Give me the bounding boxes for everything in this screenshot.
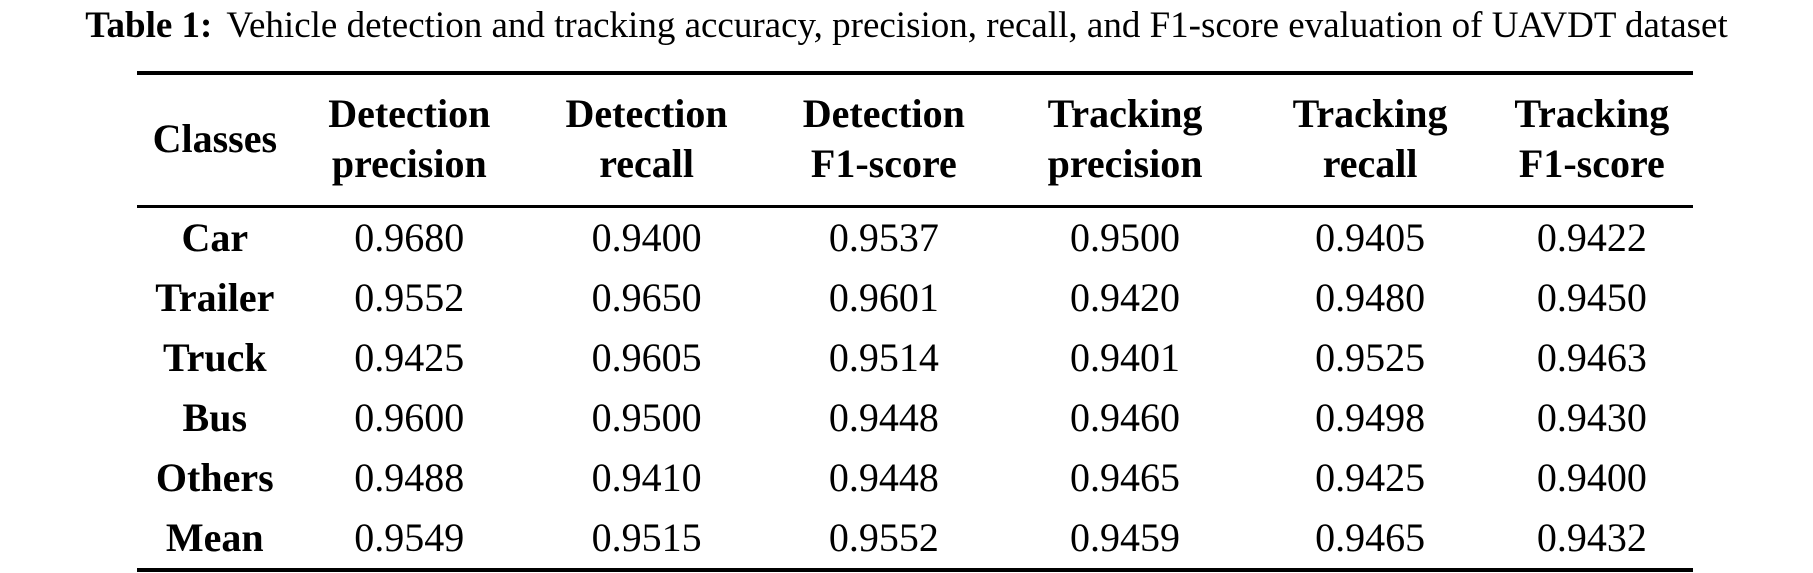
- data-cell: 0.9460: [1070, 395, 1181, 440]
- column-header-classes: Classes: [137, 75, 293, 208]
- data-cell: 0.9514: [828, 335, 939, 380]
- data-cell: 0.9525: [1315, 335, 1426, 380]
- table-body: Car 0.9680 0.9400 0.9537 0.9500 0.9405 0…: [137, 207, 1693, 569]
- table-row-car: Car 0.9680 0.9400 0.9537 0.9500 0.9405 0…: [137, 207, 1693, 269]
- column-header-detection-recall: Detection recall: [525, 75, 768, 208]
- header-line: F1-score: [810, 141, 957, 186]
- header-line: recall: [599, 141, 694, 186]
- data-cell: 0.9400: [591, 215, 702, 260]
- data-cell: 0.9465: [1070, 455, 1181, 500]
- data-cell: 0.9515: [591, 515, 702, 560]
- uavdt-results-table: Classes Detection precision Detection re…: [137, 75, 1693, 568]
- results-table-frame: Classes Detection precision Detection re…: [137, 71, 1693, 572]
- header-line: F1-score: [1518, 141, 1665, 186]
- caption-text: Vehicle detection and tracking accuracy,…: [226, 5, 1728, 46]
- data-cell: 0.9465: [1315, 515, 1426, 560]
- data-cell: 0.9448: [828, 455, 939, 500]
- data-cell: 0.9430: [1536, 395, 1647, 440]
- row-label: Others: [155, 455, 274, 500]
- data-cell: 0.9463: [1536, 335, 1647, 380]
- table-row-others: Others 0.9488 0.9410 0.9448 0.9465 0.942…: [137, 448, 1693, 508]
- row-label: Trailer: [155, 275, 275, 320]
- row-label: Mean: [165, 515, 264, 560]
- table-row-mean: Mean 0.9549 0.9515 0.9552 0.9459 0.9465 …: [137, 508, 1693, 568]
- data-cell: 0.9552: [828, 515, 939, 560]
- header-line: Detection: [802, 91, 965, 136]
- column-header-detection-precision: Detection precision: [292, 75, 526, 208]
- header-line: Tracking: [1514, 91, 1670, 136]
- data-cell: 0.9537: [828, 215, 939, 260]
- table-caption: Table 1: Vehicle detection and tracking a…: [0, 2, 1813, 50]
- header-line: precision: [331, 141, 487, 186]
- caption-label: Table 1:: [85, 5, 213, 46]
- data-cell: 0.9459: [1070, 515, 1181, 560]
- header-line: Detection: [565, 91, 728, 136]
- data-cell: 0.9480: [1315, 275, 1426, 320]
- header-line: Classes: [152, 116, 278, 161]
- table-row-bus: Bus 0.9600 0.9500 0.9448 0.9460 0.9498 0…: [137, 388, 1693, 448]
- header-line: recall: [1322, 141, 1418, 186]
- data-cell: 0.9488: [354, 455, 465, 500]
- data-cell: 0.9600: [354, 395, 465, 440]
- data-cell: 0.9401: [1070, 335, 1181, 380]
- data-cell: 0.9425: [1315, 455, 1426, 500]
- header-line: Tracking: [1047, 91, 1203, 136]
- data-cell: 0.9552: [354, 275, 465, 320]
- data-cell: 0.9601: [828, 275, 939, 320]
- data-cell: 0.9425: [354, 335, 465, 380]
- data-cell: 0.9450: [1536, 275, 1647, 320]
- header-line: Tracking: [1292, 91, 1448, 136]
- row-label: Truck: [162, 335, 267, 380]
- column-header-detection-f1: Detection F1-score: [767, 75, 1001, 208]
- data-cell: 0.9420: [1070, 275, 1181, 320]
- data-cell: 0.9432: [1536, 515, 1647, 560]
- data-cell: 0.9549: [354, 515, 465, 560]
- data-cell: 0.9650: [591, 275, 702, 320]
- data-cell: 0.9448: [828, 395, 939, 440]
- header-row: Classes Detection precision Detection re…: [137, 75, 1693, 208]
- table-row-truck: Truck 0.9425 0.9605 0.9514 0.9401 0.9525…: [137, 328, 1693, 388]
- column-header-tracking-f1: Tracking F1-score: [1490, 75, 1693, 208]
- data-cell: 0.9400: [1536, 455, 1647, 500]
- data-cell: 0.9498: [1315, 395, 1426, 440]
- table-header: Classes Detection precision Detection re…: [137, 75, 1693, 208]
- data-cell: 0.9500: [1070, 215, 1181, 260]
- data-cell: 0.9405: [1315, 215, 1426, 260]
- row-label: Car: [181, 215, 249, 260]
- row-label: Bus: [182, 395, 248, 440]
- data-cell: 0.9680: [354, 215, 465, 260]
- column-header-tracking-precision: Tracking precision: [1000, 75, 1250, 208]
- data-cell: 0.9422: [1536, 215, 1647, 260]
- data-cell: 0.9410: [591, 455, 702, 500]
- header-line: Detection: [328, 91, 491, 136]
- table-row-trailer: Trailer 0.9552 0.9650 0.9601 0.9420 0.94…: [137, 268, 1693, 328]
- data-cell: 0.9605: [591, 335, 702, 380]
- header-line: precision: [1047, 141, 1203, 186]
- data-cell: 0.9500: [591, 395, 702, 440]
- column-header-tracking-recall: Tracking recall: [1249, 75, 1491, 208]
